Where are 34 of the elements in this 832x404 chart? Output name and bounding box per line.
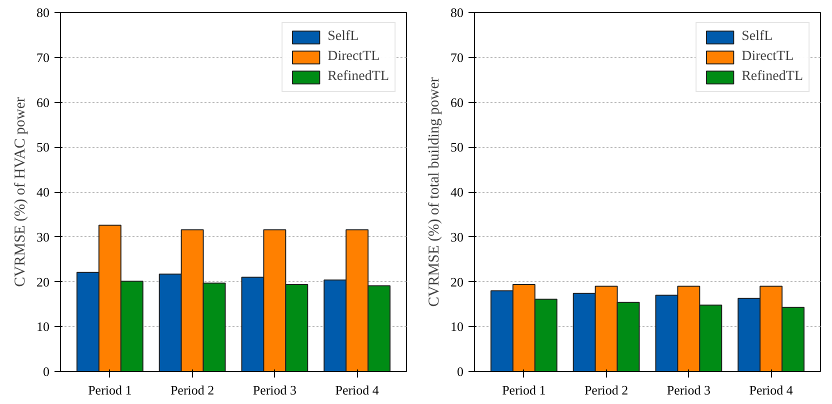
y-tick-label: 50 (450, 140, 464, 155)
y-tick-label: 30 (36, 229, 50, 244)
legend-label: SelfL (742, 29, 773, 45)
y-tick-label: 20 (36, 274, 50, 290)
y-tick-label: 60 (450, 94, 464, 110)
y-axis-title: CVRMSE (%) of total building power (426, 77, 442, 307)
legend-label: RefinedTL (328, 69, 389, 85)
y-tick-label: 40 (36, 184, 50, 200)
legend-label: DirectTL (742, 49, 794, 65)
y-tick-label: 0 (457, 364, 464, 379)
y-tick-label: 50 (36, 140, 50, 155)
y-tick-label: 10 (36, 319, 50, 334)
x-tick-label: Period 4 (335, 382, 380, 398)
x-tick-label: Period 2 (584, 382, 628, 398)
x-tick-label: Period 1 (502, 382, 546, 398)
y-tick-label: 40 (450, 184, 464, 200)
y-tick-label: 70 (36, 50, 50, 65)
y-tick-label: 10 (450, 319, 464, 334)
x-tick-label: Period 2 (170, 382, 214, 398)
legend-label: RefinedTL (742, 69, 803, 85)
x-tick-label: Period 4 (749, 382, 794, 398)
y-tick-label: 80 (36, 5, 50, 20)
y-tick-label: 20 (450, 274, 464, 290)
y-tick-label: 70 (450, 50, 464, 65)
y-tick-label: 0 (43, 364, 50, 379)
legend-label: SelfL (328, 29, 359, 45)
y-tick-label: 60 (36, 94, 50, 110)
x-tick-label: Period 1 (88, 382, 132, 398)
y-tick-label: 80 (450, 5, 464, 20)
y-tick-label: 30 (450, 229, 464, 244)
legend-label: DirectTL (328, 49, 380, 65)
x-tick-label: Period 3 (252, 382, 297, 398)
x-tick-label: Period 3 (666, 382, 711, 398)
y-axis-title: CVRMSE (%) of HVAC power (12, 97, 28, 287)
